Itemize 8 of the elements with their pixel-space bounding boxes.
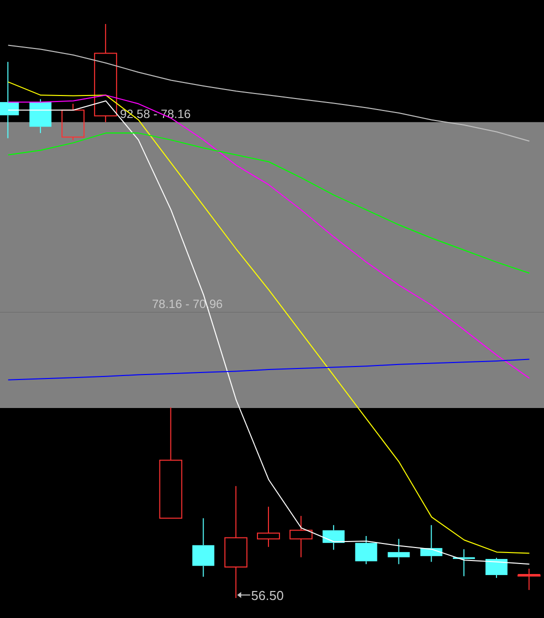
- candlestick: [256, 506, 280, 548]
- candlestick: [322, 524, 345, 550]
- candlestick: [452, 548, 475, 577]
- annotation: 56.50: [251, 588, 284, 603]
- candlestick: [388, 538, 410, 565]
- candlestick: [192, 518, 214, 578]
- candlestick: [29, 98, 52, 134]
- candlestick: [290, 515, 313, 558]
